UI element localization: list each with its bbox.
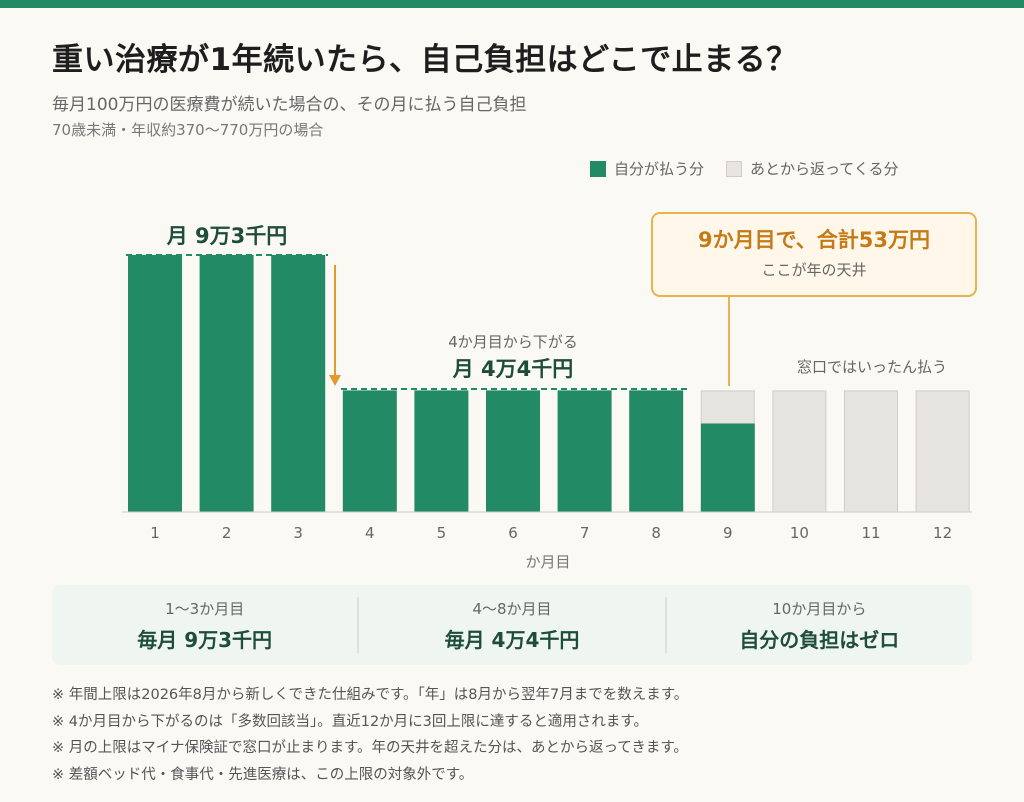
summary-col-months-1-3: 1〜3か月目 毎月 9万3千円 [52,585,357,665]
bar-own-month-6 [486,390,540,512]
x-tick-label-8: 8 [651,524,661,542]
page-subtitle: 毎月100万円の医療費が続いた場合の、その月に払う自己負担 [52,95,527,115]
summary-value: 毎月 4万4千円 [444,628,580,652]
summary-label: 10か月目から [772,600,867,618]
x-tick-label-12: 12 [933,524,952,542]
x-tick-label-4: 4 [365,524,375,542]
summary-col-month-10-on: 10か月目から 自分の負担はゼロ [664,597,972,653]
window-payment-note: 窓口ではいったん払う [797,358,947,376]
summary-label: 1〜3か月目 [165,600,245,618]
cap-callout-title: 9か月目で、合計53万円 [698,228,930,252]
bar-own-month-9 [700,423,755,512]
drop-arrow-head [329,375,341,386]
legend-label-refund: あとから返ってくる分 [750,160,899,178]
footnote: ※ 4か月目から下がるのは「多数回該当」。直近12か月に3回上限に達すると適用さ… [52,713,648,730]
condition-note: 70歳未満・年収約370〜770万円の場合 [52,121,324,139]
summary-label: 4〜8か月目 [472,600,552,618]
drop-note: 4か月目から下がる [448,333,578,351]
bar-own-month-2 [199,255,254,512]
bar-own-month-3 [271,255,326,512]
x-tick-label-6: 6 [508,524,518,542]
bar-chart: 1 2 3 4 5 6 7 8 9 10 11 12 か月目 月 9万3千円 4か月目から下がる 月 … [122,212,977,571]
x-tick-label-5: 5 [437,524,447,542]
cap-callout-box [651,212,977,297]
footnote: ※ 年間上限は2026年8月から新しくできた仕組みです。「年」は8月から翌年7月… [52,687,689,703]
bars-group [128,255,970,513]
x-tick-label-9: 9 [723,524,733,542]
bar-own-month-8 [629,390,684,512]
footnotes: ※ 年間上限は2026年8月から新しくできた仕組みです。「年」は8月から翌年7月… [52,682,688,788]
bar-refund-month-10 [772,390,827,513]
x-tick-label-11: 11 [861,524,880,542]
legend-label-own: 自分が払う分 [614,160,705,178]
x-tick-label-7: 7 [580,524,590,542]
footnote: ※ 月の上限はマイナ保険証で窓口が止まります。年の天井を超えた分は、あとから返っ… [52,740,688,756]
bar-own-month-1 [128,255,182,512]
x-tick-label-3: 3 [293,524,303,542]
legend-swatch-own [590,160,606,177]
mid-level-label: 月 4万4千円 [452,357,574,381]
bar-own-month-4 [342,390,397,512]
legend-swatch-refund [726,160,743,177]
x-tick-labels: 1 2 3 4 5 6 7 8 9 10 11 12 [150,524,952,542]
early-level-label: 月 9万3千円 [166,224,288,248]
chart-legend: 自分が払う分 あとから返ってくる分 [590,158,899,179]
bar-own-month-7 [557,390,612,512]
summary-col-months-4-8: 4〜8か月目 毎月 4万4千円 [357,597,664,653]
x-tick-label-1: 1 [150,524,160,542]
page-title: 重い治療が1年続いたら、自己負担はどこで止まる？ [52,42,798,78]
summary-panel: 1〜3か月目 毎月 9万3千円 4〜8か月目 毎月 4万4千円 10か月目から … [52,585,972,665]
summary-value: 毎月 9万3千円 [137,628,273,652]
bar-refund-month-9 [700,390,755,425]
footnote: ※ 差額ベッド代・食事代・先進医療は、この上限の対象外です。 [52,766,474,783]
top-accent-bar [0,0,1024,8]
cap-callout-sub: ここが年の天井 [761,261,866,279]
bar-own-month-5 [414,390,469,512]
summary-value: 自分の負担はゼロ [739,628,900,652]
bar-refund-month-11 [844,390,898,513]
x-axis-label: か月目 [525,553,570,571]
bar-refund-month-12 [915,390,970,513]
x-tick-label-2: 2 [222,524,232,542]
x-tick-label-10: 10 [790,524,809,542]
